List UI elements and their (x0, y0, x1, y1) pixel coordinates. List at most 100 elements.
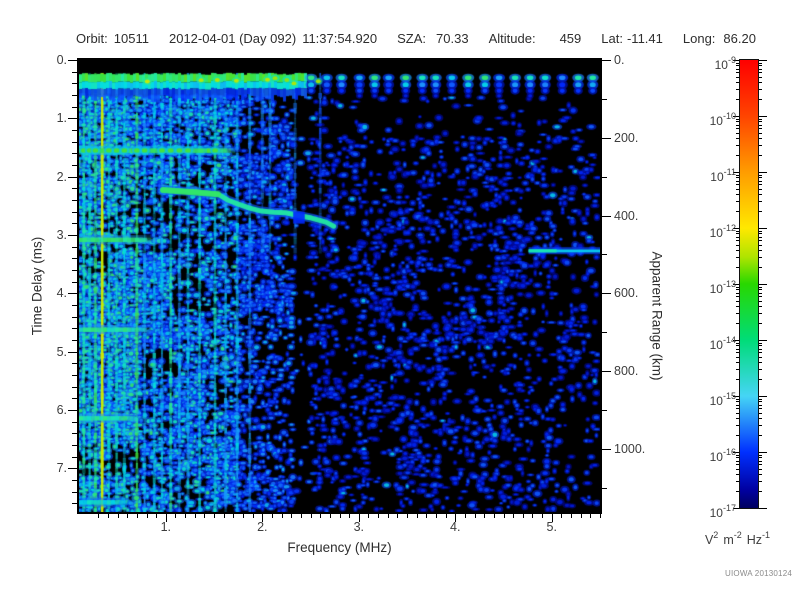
range-axis-minor-tick (601, 98, 607, 100)
colorbar-minor-tick (736, 323, 740, 325)
y-axis-major-tick (68, 468, 78, 470)
colorbar-minor-tick (758, 306, 762, 308)
x-axis-minor-tick (310, 513, 312, 518)
colorbar-minor-tick (758, 362, 762, 364)
colorbar-minor-tick (736, 468, 740, 470)
colorbar-minor-tick (758, 257, 762, 259)
colorbar-tick-label: 10-9 (714, 55, 736, 72)
range-axis-tick-label: 400. (614, 208, 639, 223)
x-axis-minor-tick (571, 513, 573, 518)
colorbar-minor-tick (758, 468, 762, 470)
colorbar-gradient (739, 59, 759, 509)
y-axis-minor-tick (72, 374, 78, 376)
colorbar-minor-tick (758, 99, 762, 101)
colorbar-minor-tick (758, 244, 762, 246)
colorbar-minor-tick (758, 286, 762, 288)
colorbar-minor-tick (736, 211, 740, 213)
colorbar-minor-tick (736, 180, 740, 182)
colorbar-minor-tick (736, 474, 740, 476)
x-axis-minor-tick (271, 513, 273, 518)
spectrogram-canvas (79, 60, 600, 512)
colorbar-minor-tick (736, 292, 740, 294)
y-axis-minor-tick (72, 199, 78, 201)
x-axis-minor-tick (532, 513, 534, 518)
colorbar-minor-tick (758, 289, 762, 291)
y-axis-minor-tick (72, 223, 78, 225)
x-axis-minor-tick (252, 513, 254, 518)
x-axis-tick-label: 4. (450, 520, 461, 534)
colorbar-minor-tick (736, 267, 740, 269)
x-axis-minor-tick (580, 513, 582, 518)
x-axis-minor-tick (127, 513, 129, 518)
altitude-label: Altitude: (488, 31, 536, 46)
colorbar-minor-tick (758, 62, 762, 64)
x-axis-title: Frequency (MHz) (287, 540, 392, 555)
colorbar-minor-tick (736, 342, 740, 344)
y-axis-minor-tick (72, 258, 78, 260)
colorbar-minor-tick (758, 296, 762, 298)
colorbar-minor-tick (758, 481, 762, 483)
colorbar-minor-tick (758, 369, 762, 371)
colorbar-minor-tick (758, 128, 762, 130)
x-axis-tick-label: 3. (353, 520, 364, 534)
y-axis-minor-tick (72, 491, 78, 493)
x-axis-minor-tick (243, 513, 245, 518)
colorbar-minor-tick (758, 201, 762, 203)
x-axis-minor-tick (185, 513, 187, 518)
time-value: 11:37:54.920 (302, 31, 378, 46)
x-axis-minor-tick (397, 513, 399, 518)
colorbar-minor-tick (736, 201, 740, 203)
range-axis-minor-tick (601, 487, 607, 489)
colorbar-minor-tick (736, 82, 740, 84)
altitude-readout: Altitude: 459 (489, 31, 582, 46)
y-axis-minor-tick (72, 386, 78, 388)
long-label: Long: (682, 31, 716, 46)
colorbar-major-tick (758, 60, 767, 61)
colorbar-minor-tick (758, 435, 762, 437)
y-axis-major-tick (68, 118, 78, 120)
colorbar-major-tick (758, 116, 767, 117)
colorbar-minor-tick (736, 369, 740, 371)
x-axis-minor-tick (474, 513, 476, 518)
x-axis-minor-tick (233, 513, 235, 518)
colorbar-minor-tick (736, 362, 740, 364)
colorbar-tick-label: 10-16 (709, 447, 736, 464)
colorbar-minor-tick (758, 155, 762, 157)
y-axis-minor-tick (72, 363, 78, 365)
colorbar-tick-label: 10-17 (709, 503, 736, 520)
colorbar-minor-tick (736, 306, 740, 308)
colorbar-minor-tick (758, 454, 762, 456)
x-axis-minor-tick (464, 513, 466, 518)
orbit-label: Orbit: (76, 31, 108, 46)
colorbar-minor-tick (736, 233, 740, 235)
colorbar-minor-tick (758, 233, 762, 235)
colorbar-minor-tick (736, 296, 740, 298)
y-axis-minor-tick (72, 433, 78, 435)
colorbar-minor-tick (758, 72, 762, 74)
y-axis-minor-tick (72, 456, 78, 458)
x-axis-minor-tick (117, 513, 119, 518)
colorbar-minor-tick (758, 412, 762, 414)
colorbar-minor-tick (736, 435, 740, 437)
y-axis-minor-tick (72, 503, 78, 505)
x-axis-minor-tick (146, 513, 148, 518)
x-axis-minor-tick (281, 513, 283, 518)
x-axis-minor-tick (291, 513, 293, 518)
colorbar-minor-tick (736, 481, 740, 483)
colorbar-minor-tick (758, 425, 762, 427)
x-axis-minor-tick (542, 513, 544, 518)
range-axis-tick-label: 600. (614, 286, 639, 301)
header-readout: Orbit: 10511 2012-04-01 (Day 092) 11:37:… (76, 31, 756, 46)
colorbar-major-tick (733, 508, 740, 509)
colorbar-minor-tick (736, 188, 740, 190)
range-axis-minor-tick (601, 176, 607, 178)
x-axis-minor-tick (320, 513, 322, 518)
colorbar-minor-tick (736, 128, 740, 130)
x-axis-minor-tick (513, 513, 515, 518)
colorbar-minor-tick (736, 138, 740, 140)
x-axis-tick-label: 2. (257, 520, 268, 534)
x-axis-minor-tick (349, 513, 351, 518)
y-axis-minor-tick (72, 71, 78, 73)
x-axis-minor-tick (590, 513, 592, 518)
colorbar-minor-tick (736, 345, 740, 347)
